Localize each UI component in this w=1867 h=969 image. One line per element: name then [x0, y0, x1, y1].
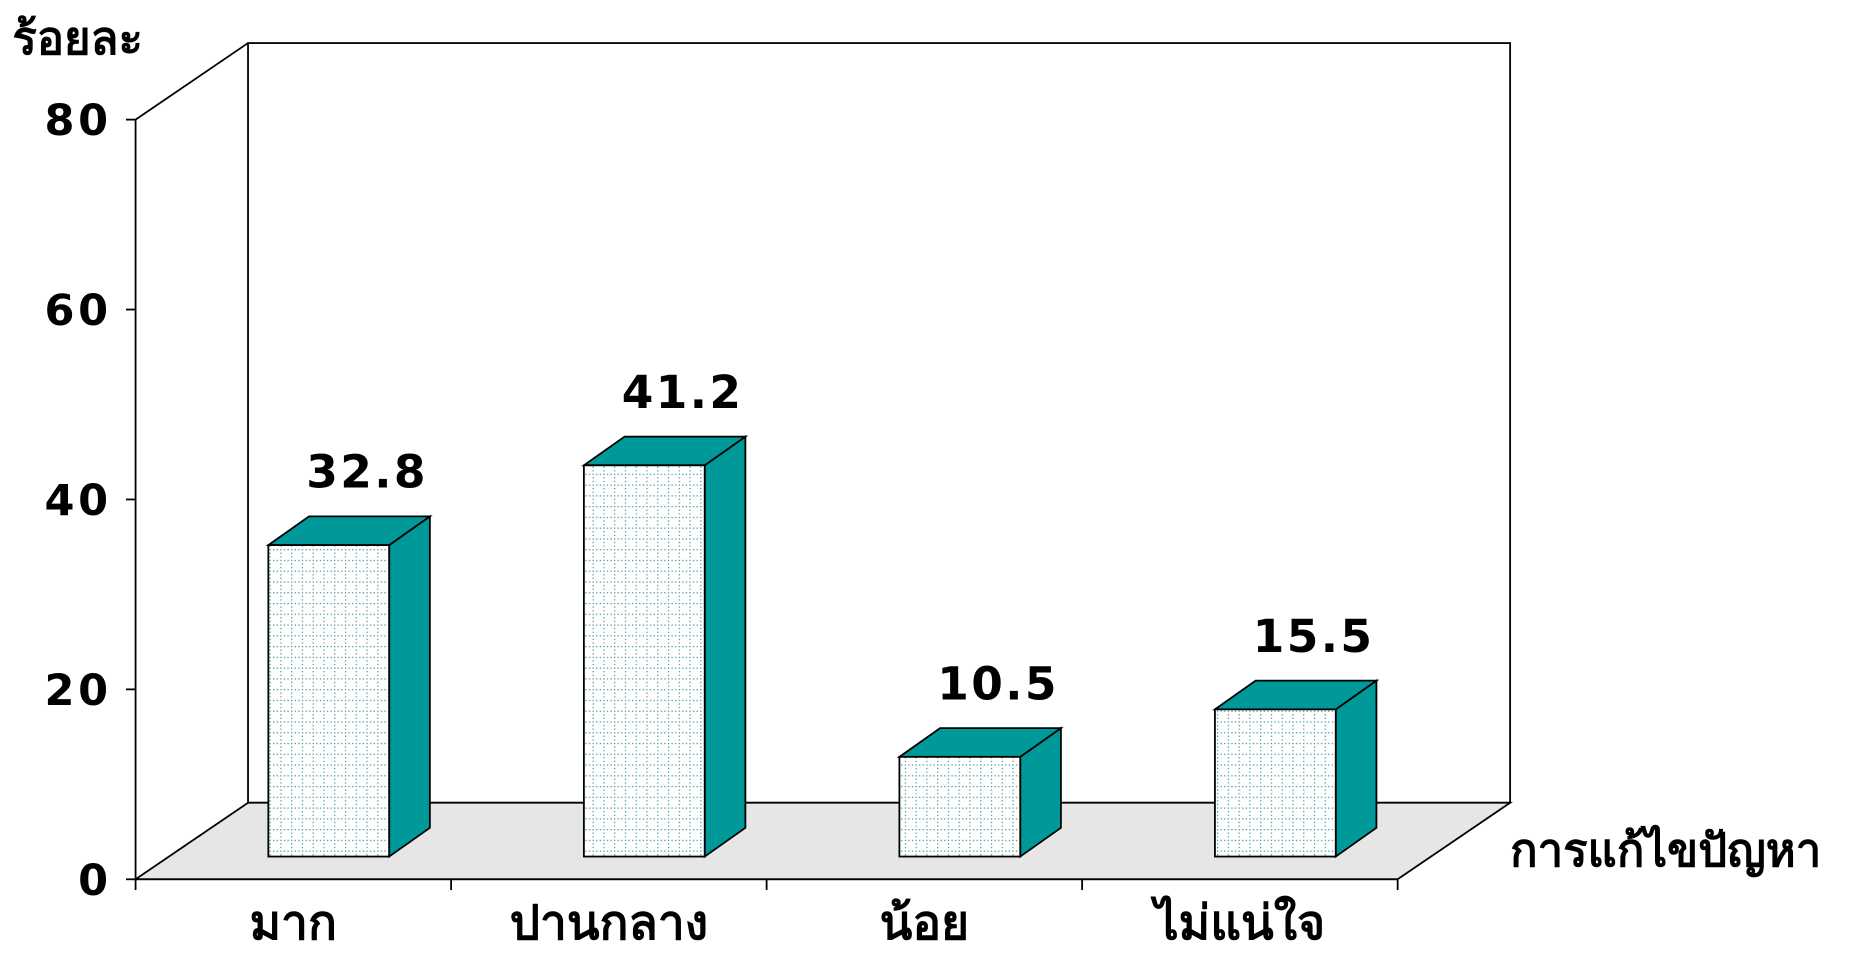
y-axis-label: ร้อยละ	[12, 12, 143, 65]
back-wall	[247, 42, 1512, 804]
bar-front	[267, 544, 391, 858]
x-tick-label: มาก	[250, 896, 337, 951]
x-tick-label: น้อย	[880, 896, 969, 951]
x-tick-label: ปานกลาง	[510, 896, 708, 951]
bar	[896, 726, 1064, 859]
bar	[581, 434, 749, 859]
bar-front	[582, 464, 706, 858]
bar	[1212, 678, 1380, 859]
y-tick-label: 60	[45, 286, 112, 336]
bar-front	[898, 755, 1022, 858]
y-tick-label: 20	[45, 666, 112, 716]
value-label: 32.8	[306, 446, 428, 499]
x-axis-label: การแก้ไขปัญหา	[1510, 824, 1821, 877]
bar-side	[703, 434, 747, 859]
bar-front	[1214, 708, 1337, 858]
y-tick-label: 40	[45, 476, 112, 526]
y-tick-label: 80	[45, 96, 112, 146]
y-tick-label: 0	[78, 856, 112, 906]
bar	[265, 514, 433, 859]
x-tick-label: ไม่แน่ใจ	[1150, 894, 1326, 951]
value-label: 15.5	[1253, 610, 1375, 663]
wall-edge	[135, 42, 249, 121]
bar-side	[388, 514, 431, 859]
value-label: 10.5	[937, 657, 1059, 710]
bar-side	[1334, 678, 1378, 859]
value-label: 41.2	[622, 366, 744, 419]
